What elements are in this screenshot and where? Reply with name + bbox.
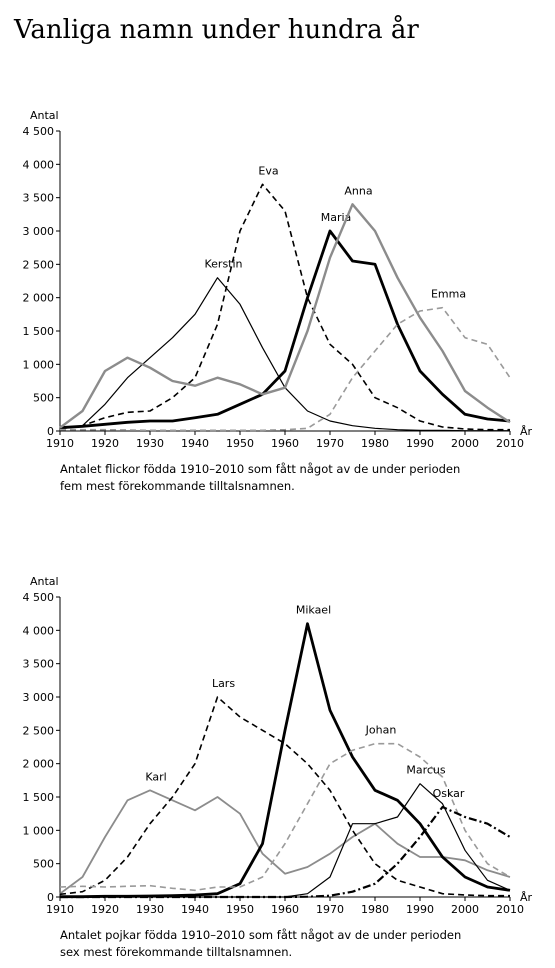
series-line: [59, 229, 511, 430]
x-tick-label: 2000: [451, 903, 479, 916]
y-tick-label: 3 000: [23, 225, 55, 238]
series-label: Kerstin: [204, 258, 242, 271]
series-line: [59, 789, 511, 895]
caption: sex mest förekommande tilltalsnamnen.: [60, 945, 292, 959]
series-line: [59, 742, 511, 892]
series-line: [60, 306, 511, 432]
y-tick-label: 3 500: [23, 658, 55, 671]
caption: Antalet flickor födda 1910–2010 som fått…: [60, 462, 460, 476]
x-tick-label: 1970: [316, 437, 344, 450]
y-tick-label: 3 000: [23, 691, 55, 704]
x-tick-label: 1970: [316, 903, 344, 916]
x-tick-label: 1990: [406, 437, 434, 450]
y-tick-label: 0: [47, 891, 54, 904]
series-label: Lars: [212, 677, 235, 690]
y-tick-label: 3 500: [23, 192, 55, 205]
series-label: Maria: [321, 211, 352, 224]
series-label: Johan: [365, 724, 397, 737]
y-tick-label: 2 000: [23, 758, 55, 771]
x-tick-label: 1930: [136, 437, 164, 450]
x-tick-label: 1950: [226, 903, 254, 916]
x-tick-label: 1920: [91, 437, 119, 450]
x-tick-label: 1950: [226, 437, 254, 450]
caption: fem mest förekommande tilltalsnamnen.: [60, 479, 295, 493]
x-axis-label: År: [520, 891, 533, 904]
y-tick-label: 1 000: [23, 358, 55, 371]
y-tick-label: 500: [33, 858, 54, 871]
x-tick-label: 1940: [181, 437, 209, 450]
y-tick-label: 4 000: [23, 158, 55, 171]
x-tick-label: 1910: [46, 437, 74, 450]
x-tick-label: 1920: [91, 903, 119, 916]
y-tick-label: 500: [33, 392, 54, 405]
x-axis-label: År: [520, 425, 533, 438]
series-label: Emma: [431, 288, 466, 301]
series-label: Anna: [344, 184, 372, 197]
series-label: Karl: [145, 770, 166, 783]
y-axis-label: Antal: [30, 109, 59, 122]
y-tick-label: 0: [47, 425, 54, 438]
series-label: Marcus: [406, 764, 446, 777]
series-label: Mikael: [296, 604, 331, 617]
x-tick-label: 1960: [271, 437, 299, 450]
x-tick-label: 1980: [361, 437, 389, 450]
x-tick-label: 2010: [496, 437, 524, 450]
x-tick-label: 1960: [271, 903, 299, 916]
x-tick-label: 1930: [136, 903, 164, 916]
series-line: [59, 203, 511, 429]
x-tick-label: 2000: [451, 437, 479, 450]
y-axis-label: Antal: [30, 575, 59, 588]
y-tick-label: 2 500: [23, 724, 55, 737]
series-line: [59, 696, 510, 897]
y-tick-label: 2 000: [23, 292, 55, 305]
y-tick-label: 1 500: [23, 791, 55, 804]
x-tick-label: 1990: [406, 903, 434, 916]
y-tick-label: 4 500: [23, 125, 55, 138]
series-label: Oskar: [433, 787, 465, 800]
series-line: [60, 805, 511, 899]
x-tick-label: 1910: [46, 903, 74, 916]
y-tick-label: 1 000: [23, 824, 55, 837]
y-tick-label: 2 500: [23, 258, 55, 271]
x-tick-label: 1940: [181, 903, 209, 916]
y-tick-label: 4 000: [23, 624, 55, 637]
y-tick-label: 1 500: [23, 325, 55, 338]
y-tick-label: 4 500: [23, 591, 55, 604]
series-label: Eva: [258, 164, 278, 177]
caption: Antalet pojkar födda 1910–2010 som fått …: [60, 928, 461, 942]
x-tick-label: 2010: [496, 903, 524, 916]
x-tick-label: 1980: [361, 903, 389, 916]
page-title: Vanliga namn under hundra år: [13, 14, 419, 45]
